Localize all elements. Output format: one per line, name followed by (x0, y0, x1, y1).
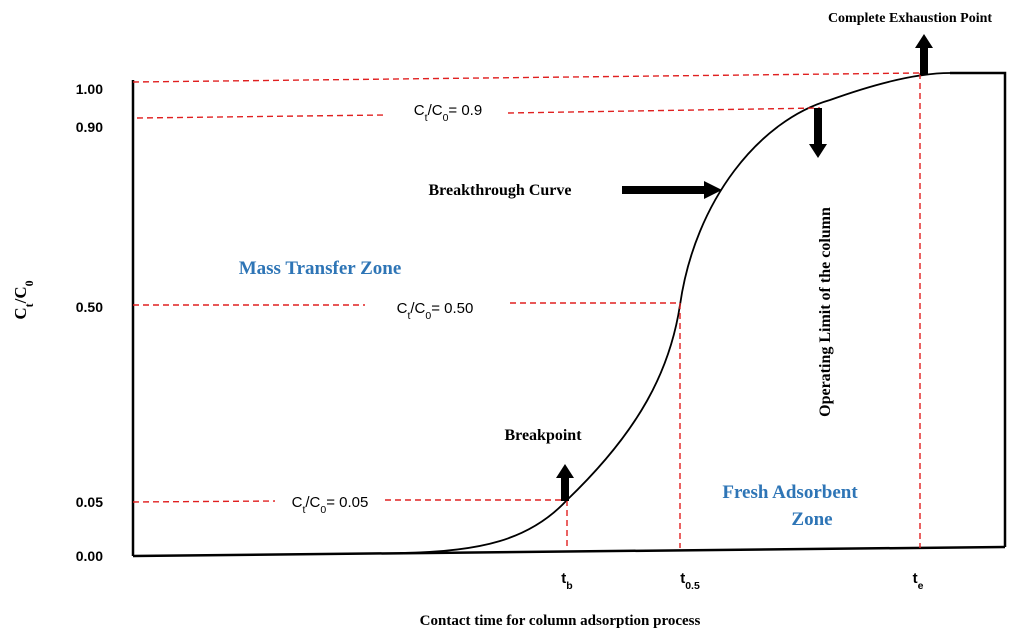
ratio-label: Ct/C0= 0.50 (397, 300, 474, 322)
subscript: e (918, 580, 924, 592)
text-part: /C (305, 494, 320, 511)
zone-label: Fresh Adsorbent (722, 482, 858, 503)
text-part: /C (410, 300, 425, 317)
y-tick-label: 1.00 (76, 81, 103, 97)
subscript: 0.5 (685, 580, 700, 592)
text-part: C (292, 494, 303, 511)
axes (131, 71, 1007, 558)
y-tick-label: 0.05 (76, 494, 103, 510)
text-part: = 0.9 (448, 102, 482, 119)
text-part: C (397, 300, 408, 317)
subscript: 0 (320, 504, 326, 516)
zone-label: Zone (791, 509, 832, 530)
operating-limit-label: Operating Limit of the column (817, 207, 834, 417)
subscript: 0 (443, 112, 449, 124)
x-axis-label: Contact time for column adsorption proce… (420, 613, 701, 629)
curve-label: Breakthrough Curve (429, 182, 572, 199)
y-tick-label: 0.50 (76, 299, 103, 315)
x-tick-label: te (913, 570, 924, 592)
ratio-label: Ct/C0= 0.9 (414, 102, 482, 124)
subscript: b (566, 580, 572, 592)
breakpoint-label: Breakpoint (504, 427, 582, 444)
y-ticks: 1.00 0.90 0.50 0.05 0.00 (76, 81, 103, 564)
ratio-label: Ct/C0= 0.05 (292, 494, 369, 516)
exhaustion-label: Complete Exhaustion Point (828, 11, 992, 26)
subscript: t (425, 112, 428, 124)
y-tick-label: 0.90 (76, 119, 103, 135)
x-tick-label: tb (561, 570, 572, 592)
subscript: t (407, 310, 410, 322)
arrows (556, 34, 933, 501)
text-part: = 0.50 (431, 300, 473, 317)
reference-lines (132, 72, 921, 548)
breakthrough-curve (399, 72, 951, 554)
subscript: 0 (22, 280, 36, 286)
text-part: /C (11, 286, 30, 304)
text-part: = 0.05 (326, 494, 368, 511)
y-axis-label: Ct/C0 (11, 280, 36, 319)
subscript: t (22, 303, 36, 307)
x-tick-label: t0.5 (680, 570, 700, 592)
text-part: C (414, 102, 425, 119)
subscript: t (302, 504, 305, 516)
zone-label: Mass Transfer Zone (239, 258, 402, 279)
text-part: C (11, 307, 30, 319)
text-part: t (913, 570, 918, 587)
text-part: /C (428, 102, 443, 119)
text-part: t (561, 570, 566, 587)
y-tick-label: 0.00 (76, 548, 103, 564)
text-part: t (680, 570, 685, 587)
subscript: 0 (425, 310, 431, 322)
